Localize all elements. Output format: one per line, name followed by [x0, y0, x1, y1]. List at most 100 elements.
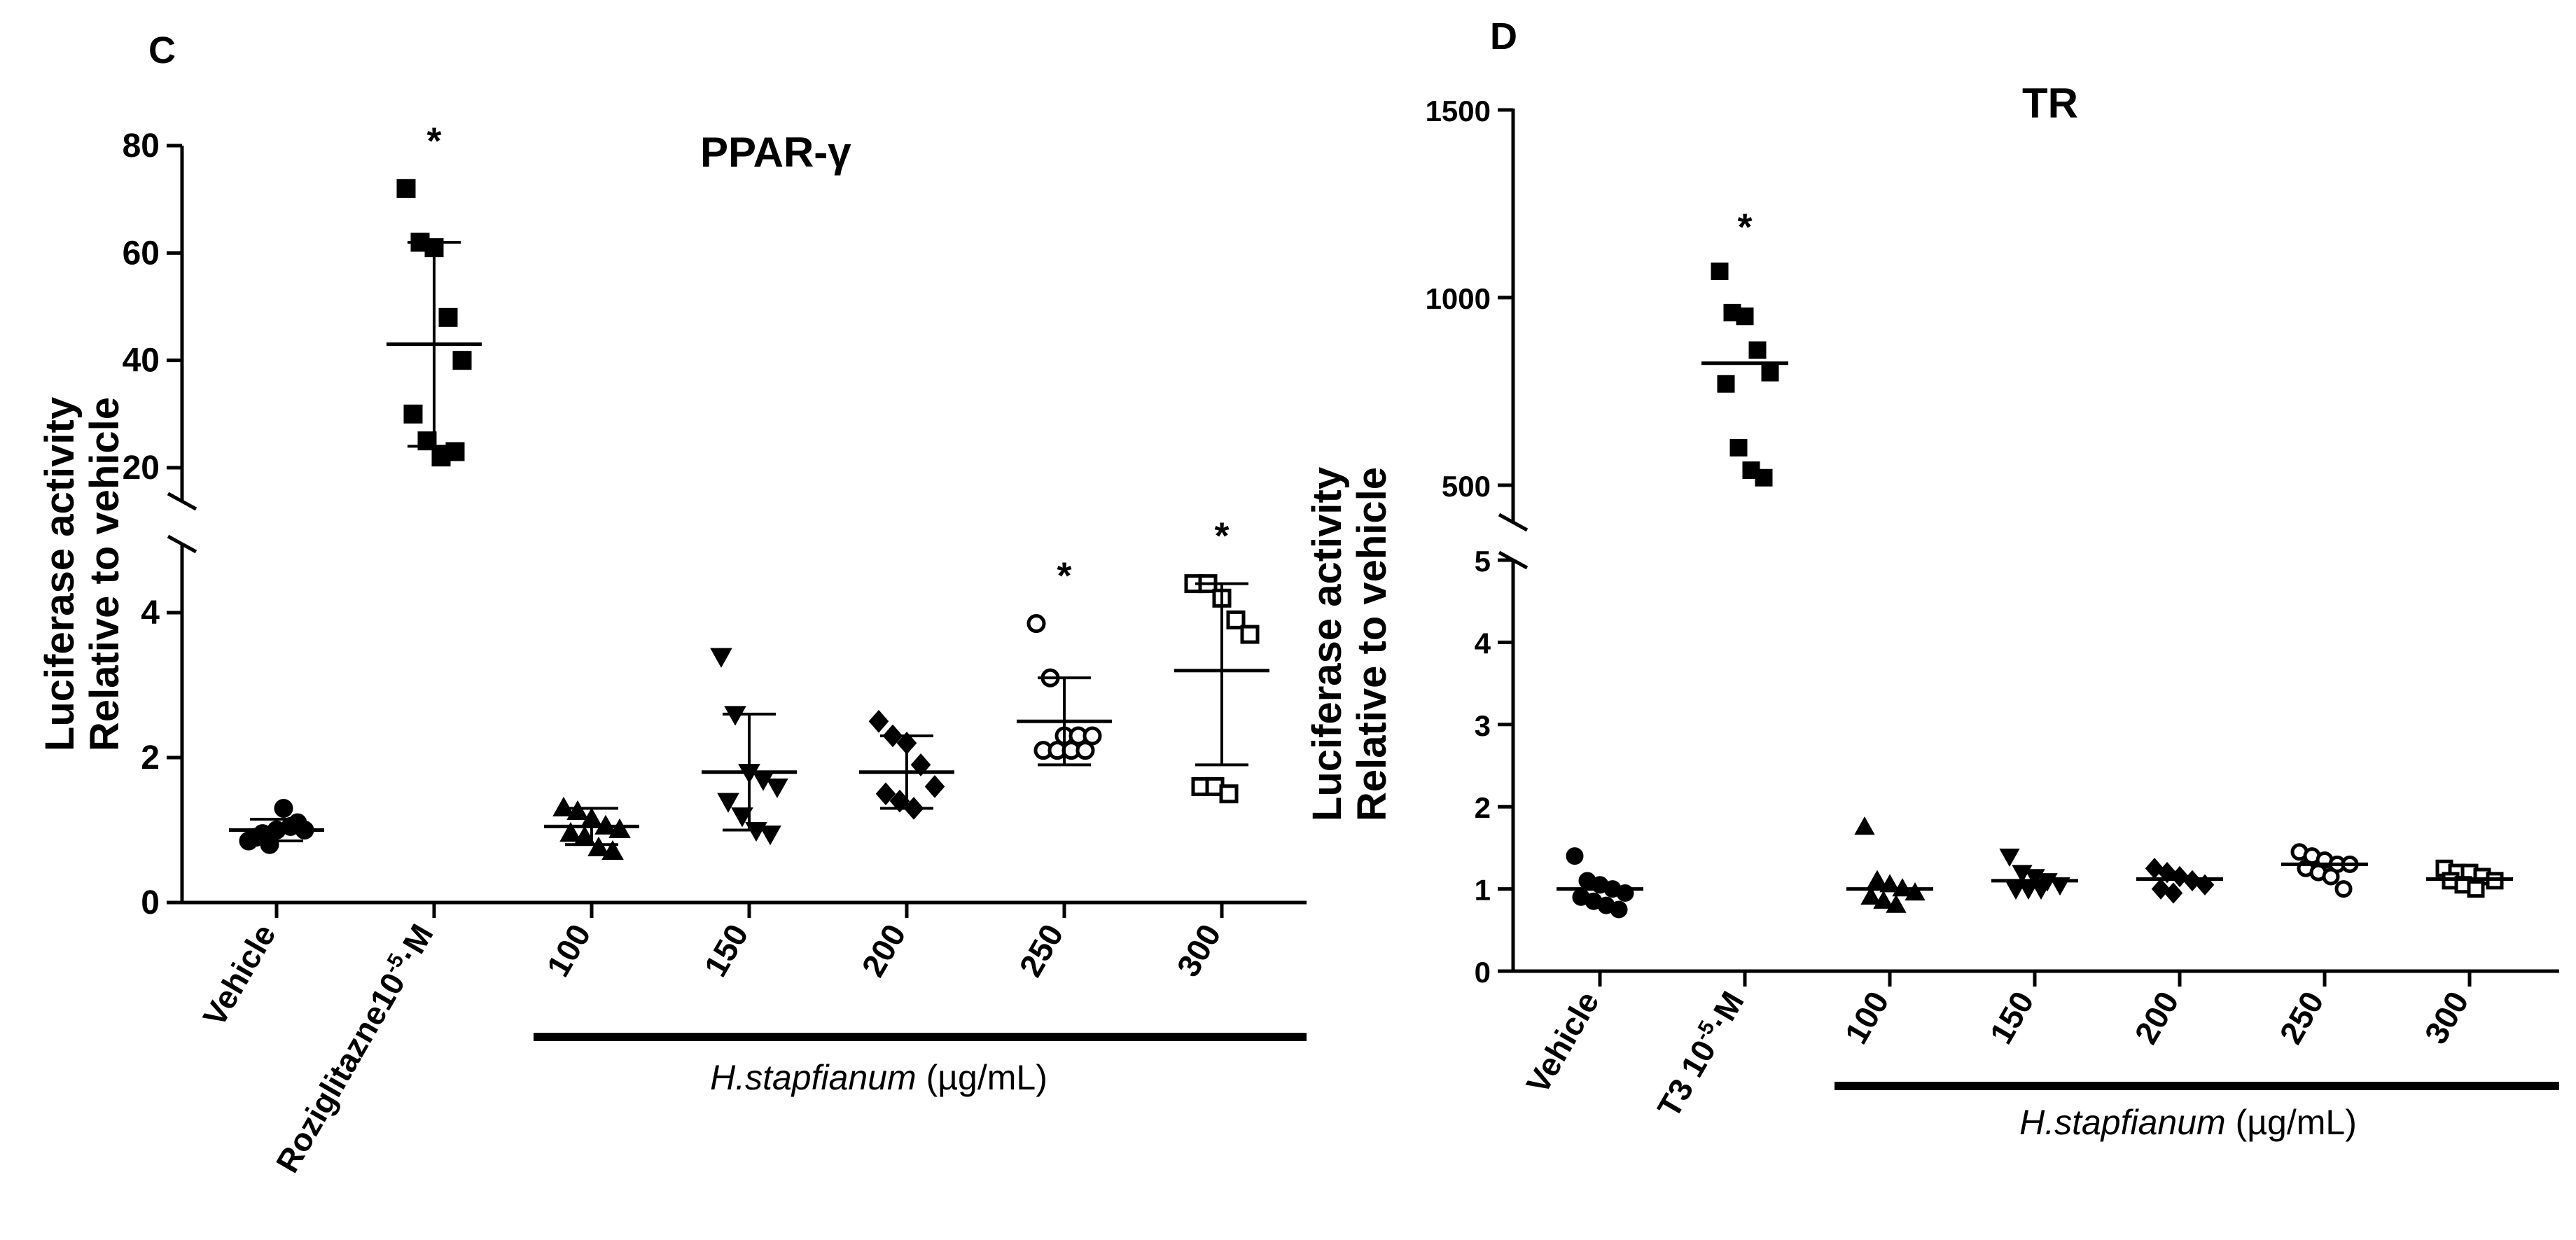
data-point [910, 753, 931, 776]
data-point [724, 706, 746, 726]
data-point [1219, 784, 1239, 804]
panel-d-cat-150: 150 [1982, 985, 2040, 1050]
data-point [1566, 847, 1584, 865]
y-tick-label: 4 [141, 594, 160, 632]
panel-d: D TR Luciferase activity Relative to veh… [1304, 15, 2559, 1142]
panel-d-cat-t3: T3 10-5·M [1649, 984, 1751, 1123]
data-point [587, 836, 610, 856]
data-point [875, 782, 896, 806]
data-point [1226, 610, 1246, 629]
y-tick-label: 20 [123, 450, 160, 487]
data-point [601, 840, 624, 861]
panel-d-ylabel-line1: Luciferase activity [1304, 467, 1350, 821]
panel-d-axis-break-top [1498, 513, 1529, 532]
data-point [1886, 894, 1907, 913]
panel-c-marks: * * * [229, 120, 1269, 861]
panel-c-cat-100: 100 [539, 918, 597, 982]
group-t3105m: * [1701, 206, 1788, 487]
panel-d-cat-100: 100 [1837, 985, 1895, 1050]
panel-d-extract-label: H.stapfianum (µg/mL) [2019, 1103, 2357, 1142]
significance-star: * [1737, 206, 1752, 248]
panel-c-cat-300: 300 [1169, 918, 1227, 982]
data-point [924, 775, 945, 798]
data-point [2157, 861, 2177, 884]
data-point [868, 709, 889, 733]
data-point [608, 818, 631, 839]
data-point [566, 800, 589, 821]
data-point [1999, 848, 2020, 868]
group-250 [2281, 843, 2368, 898]
data-point [1026, 614, 1046, 634]
panel-d-x-ticks [1598, 971, 2472, 987]
data-point [766, 778, 788, 799]
group-300 [2426, 859, 2513, 898]
y-tick-label: 2 [1475, 791, 1491, 824]
panel-c-title: PPAR-γ [700, 129, 851, 176]
panel-d-ylabel: Luciferase activity Relative to vehicle [1304, 467, 1395, 821]
extract-unit: (µg/mL) [917, 1058, 1047, 1097]
y-tick-label: 4 [1475, 627, 1491, 660]
extract-name-d: H.stapfianum [2019, 1103, 2226, 1142]
data-point [1717, 375, 1735, 393]
data-point [1761, 363, 1779, 382]
data-point [1755, 468, 1773, 487]
data-point [1748, 341, 1767, 359]
panel-c-extract-label: H.stapfianum (µg/mL) [710, 1058, 1047, 1097]
data-point [2467, 880, 2485, 898]
panel-d-ylabel-line2: Relative to vehicle [1349, 467, 1395, 821]
data-point [2322, 868, 2340, 886]
data-point [1610, 900, 1628, 919]
data-point [2334, 880, 2353, 898]
panel-c-cat-vehicle: Vehicle [195, 918, 282, 1032]
panel-c-cat-250: 250 [1012, 918, 1070, 982]
extract-unit-d: (µg/mL) [2226, 1103, 2357, 1142]
panel-c-ylabel-line1: Luciferase activity [37, 397, 83, 751]
data-point [2151, 878, 2171, 900]
rosi-label-main: Roziglitazne10 [269, 967, 412, 1179]
data-point [1075, 741, 1095, 760]
data-point [1860, 886, 1881, 905]
extract-name: H.stapfianum [710, 1058, 917, 1097]
y-tick-label: 500 [1442, 470, 1491, 503]
y-tick-label: 3 [1475, 709, 1491, 742]
panel-c-cat-200: 200 [854, 918, 912, 982]
panel-d-title: TR [2022, 80, 2078, 127]
significance-star: * [1057, 555, 1071, 597]
significance-star: * [426, 120, 441, 162]
group-100 [544, 796, 639, 861]
y-tick-label: 2 [141, 739, 160, 776]
panel-c-category-labels: Vehicle Roziglitazne10-5·M 100 150 200 2… [195, 918, 1227, 1179]
panel-c: C PPAR-γ Luciferase activity Relative to… [37, 29, 1307, 1178]
group-150 [1991, 848, 2078, 900]
data-point [717, 793, 739, 813]
panel-c-ylabel-line2: Relative to vehicle [82, 397, 127, 751]
data-point [1729, 438, 1748, 457]
y-tick-label: 1 [1475, 874, 1491, 907]
y-tick-label: 5 [1475, 545, 1491, 578]
group-200 [2136, 858, 2223, 904]
panel-c-ylabel: Luciferase activity Relative to vehicle [37, 397, 127, 751]
panel-c-letter: C [148, 29, 176, 71]
data-point [1240, 625, 1260, 644]
data-point [1736, 307, 1754, 326]
data-point [274, 798, 293, 818]
data-point [452, 351, 472, 370]
group-roziglitazne105m: * [387, 120, 482, 467]
panel-d-cat-vehicle: Vehicle [1519, 985, 1606, 1099]
panel-d-cat-200: 200 [2127, 985, 2185, 1050]
t3-label-main: T3 10 [1650, 1034, 1723, 1124]
panel-d-letter: D [1490, 15, 1517, 57]
group-vehicle [1557, 847, 1643, 919]
data-point [1616, 884, 1634, 902]
data-point [1873, 890, 1894, 909]
data-point [396, 179, 416, 198]
y-tick-label: 0 [1475, 956, 1491, 989]
y-tick-label: 1500 [1426, 95, 1491, 127]
y-tick-label: 0 [141, 884, 160, 921]
group-200 [859, 709, 954, 820]
data-point [431, 447, 451, 467]
data-point [2164, 882, 2183, 904]
data-point [1905, 882, 1926, 901]
group-100 [1846, 816, 1933, 913]
panel-c-x-ticks [274, 903, 1224, 918]
